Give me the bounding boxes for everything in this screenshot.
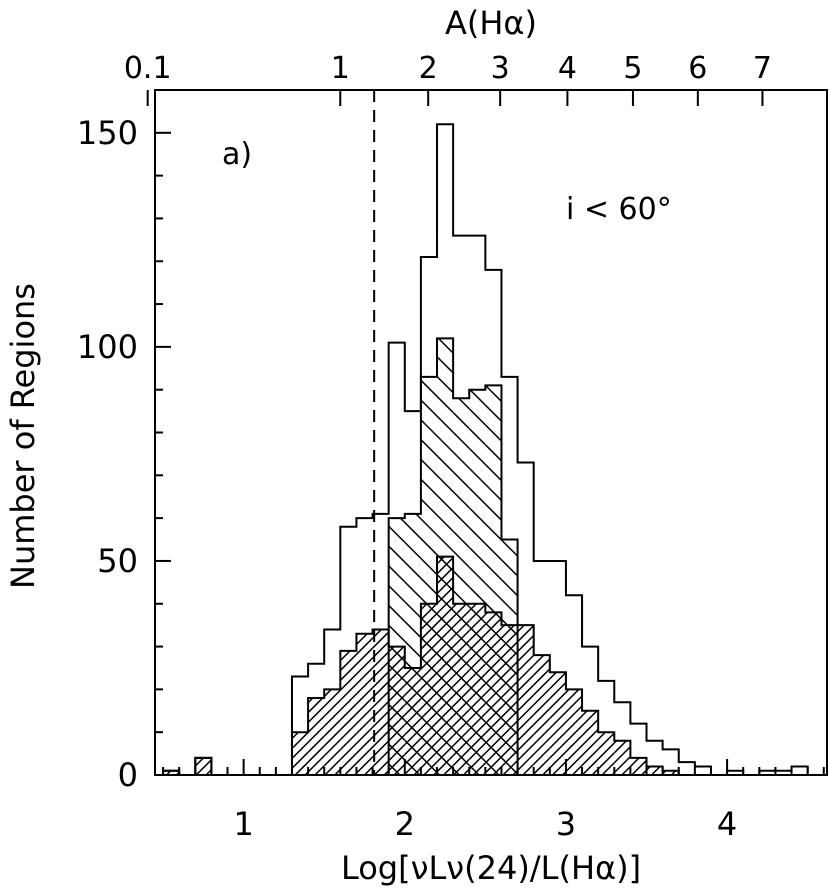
- histogram-bar: [662, 770, 679, 775]
- histogram-bar: [372, 629, 389, 775]
- top-tick-label: 2: [419, 51, 438, 86]
- histogram-bar: [356, 633, 373, 775]
- histogram-bar: [469, 603, 486, 775]
- histogram-bar: [308, 697, 325, 775]
- histogram-bar: [501, 625, 518, 775]
- top-tick-label: 5: [623, 51, 642, 86]
- histogram-bar: [646, 766, 663, 775]
- top-tick-label: 7: [753, 51, 772, 86]
- histogram-bar: [388, 646, 405, 775]
- histogram-bar: [195, 757, 212, 775]
- y-tick-label: 150: [77, 114, 138, 152]
- inclination-annotation: i < 60°: [566, 192, 672, 227]
- x-axis-label: Log[νLν(24)/L(Hα)]: [341, 849, 641, 887]
- top-tick-label: 6: [688, 51, 707, 86]
- y-axis-label: Number of Regions: [4, 283, 42, 589]
- histogram-bar: [404, 667, 421, 775]
- histogram-bars: [162, 123, 809, 776]
- histogram-bar: [453, 603, 470, 775]
- histogram-bar: [582, 710, 599, 775]
- x-tick-label: 2: [395, 805, 415, 843]
- histogram-bar: [517, 625, 534, 775]
- histogram-bar: [324, 689, 341, 775]
- histogram-bar: [630, 757, 647, 775]
- histogram-bar: [614, 740, 631, 775]
- top-tick-label: 3: [491, 51, 510, 86]
- top-tick-label: 0.1: [124, 51, 172, 86]
- histogram-bar: [163, 770, 180, 775]
- histogram-bar: [291, 732, 309, 775]
- histogram-bar: [598, 732, 615, 775]
- top-axis-label: A(Hα): [445, 4, 537, 42]
- x-tick-label: 1: [233, 805, 253, 843]
- histogram-bar: [533, 655, 550, 775]
- histogram-bar: [340, 650, 357, 775]
- x-tick-label: 4: [717, 805, 737, 843]
- histogram-bar: [437, 556, 454, 775]
- histogram-bar: [565, 689, 583, 775]
- y-tick-label: 0: [118, 756, 138, 794]
- y-tick-label: 100: [77, 328, 138, 366]
- top-tick-label: 1: [331, 51, 350, 86]
- x-tick-label: 3: [556, 805, 576, 843]
- top-tick-label: 4: [558, 51, 577, 86]
- histogram-bar: [485, 612, 502, 775]
- histogram-bar: [549, 672, 566, 775]
- panel-label: a): [222, 137, 252, 172]
- y-tick-label: 50: [97, 542, 138, 580]
- histogram-bar: [420, 603, 438, 775]
- axes: 1 2 3 4 0 50 100 150 0.1 1 2 3 4 5 6 7: [77, 51, 828, 843]
